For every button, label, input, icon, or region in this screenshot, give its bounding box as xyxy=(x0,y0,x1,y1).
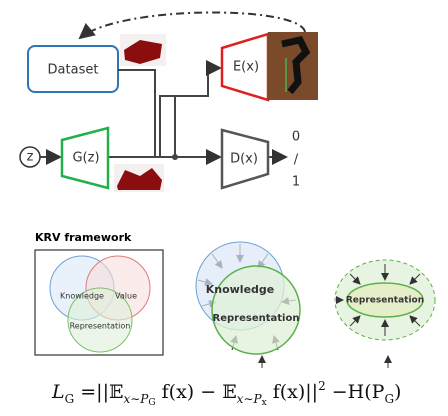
venn-label: Knowledge xyxy=(60,292,104,301)
formula-part: f(x) − 𝔼 xyxy=(156,381,237,403)
formula-part: G xyxy=(148,398,155,408)
output-label: / xyxy=(294,153,299,168)
venn-label: Value xyxy=(115,292,137,301)
mesh-image xyxy=(120,34,166,66)
right-label: Representation xyxy=(346,296,424,306)
noise-label: z xyxy=(27,150,34,165)
middle-label: Representation xyxy=(213,313,300,324)
formula-part: x∼P xyxy=(237,392,263,406)
diagram: Dataset E(x) z G(z) D(x) 0 / 1 KRV frame… xyxy=(0,0,448,416)
discriminator-label: D(x) xyxy=(230,152,258,167)
representation-circle xyxy=(212,266,300,354)
venn-label: Representation xyxy=(70,322,131,331)
krv-title: KRV framework xyxy=(35,231,132,244)
formula-part: −H(P xyxy=(326,381,385,403)
loss-formula: LG =||𝔼x∼PG f(x) − 𝔼x∼Px f(x)||2 −H(PG) xyxy=(51,379,401,408)
encoder-label: E(x) xyxy=(233,60,259,75)
formula-part: f(x)|| xyxy=(267,381,318,403)
dataset-label: Dataset xyxy=(48,63,99,78)
output-label: 0 xyxy=(292,130,300,145)
formula-part: G xyxy=(384,392,394,406)
formula-part: ) xyxy=(394,381,401,403)
formula-part: =||𝔼 xyxy=(74,381,123,403)
formula-part: x∼P xyxy=(123,392,149,406)
generator-label: G(z) xyxy=(72,151,99,166)
output-label: 1 xyxy=(292,175,300,190)
junction xyxy=(172,154,178,160)
middle-label: Knowledge xyxy=(206,283,275,296)
formula-part: L xyxy=(51,381,65,403)
robot-image xyxy=(268,32,318,100)
formula-part: G xyxy=(65,392,75,406)
formula-part: 2 xyxy=(318,379,326,393)
mesh-image xyxy=(114,164,164,192)
